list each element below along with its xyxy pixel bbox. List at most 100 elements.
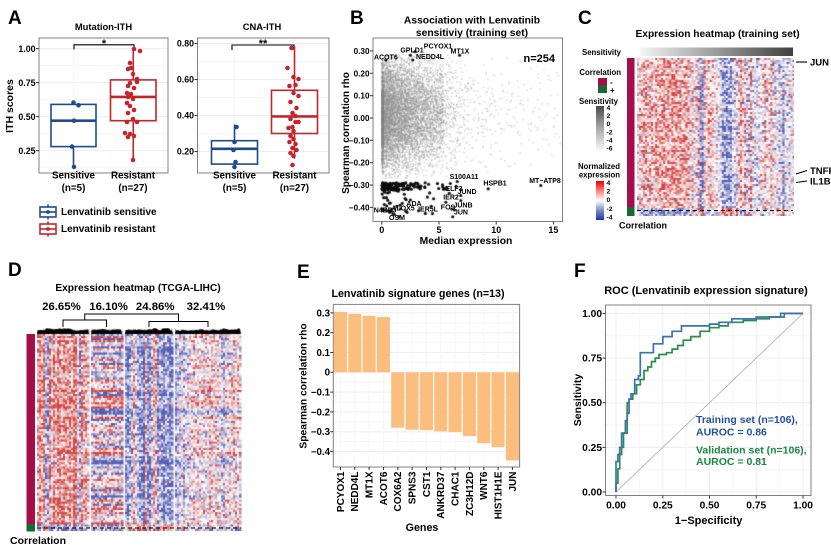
svg-text:Resistant: Resistant <box>272 171 317 182</box>
svg-text:ACOT6: ACOT6 <box>374 55 398 62</box>
svg-text:0.50: 0.50 <box>582 398 602 409</box>
svg-text:-2: -2 <box>607 206 613 213</box>
svg-text:0.25: 0.25 <box>18 146 35 156</box>
svg-text:CNA-ITH: CNA-ITH <box>243 21 282 32</box>
svg-text:−0.40: −0.40 <box>349 203 370 212</box>
svg-text:(n=27): (n=27) <box>118 183 147 194</box>
svg-text:Expression heatmap (TCGA-LIHC): Expression heatmap (TCGA-LIHC) <box>55 283 220 294</box>
svg-text:PCYOX1: PCYOX1 <box>336 471 347 512</box>
svg-text:-: - <box>610 78 613 87</box>
svg-text:Lenvatinib signature genes (n=: Lenvatinib signature genes (n=13) <box>331 288 505 300</box>
svg-text:0.25: 0.25 <box>582 443 602 454</box>
svg-text:JUND: JUND <box>457 189 476 196</box>
svg-text:4: 4 <box>607 180 611 187</box>
svg-text:JUN: JUN <box>508 472 519 492</box>
svg-text:NEDD4L: NEDD4L <box>416 54 445 61</box>
svg-text:JUN: JUN <box>454 210 468 217</box>
svg-text:15: 15 <box>548 225 558 235</box>
svg-text:0.50: 0.50 <box>18 112 35 122</box>
svg-text:−0.3: −0.3 <box>311 427 331 438</box>
svg-text:ELF3: ELF3 <box>445 186 462 193</box>
svg-text:5: 5 <box>436 225 441 235</box>
svg-text:−0.30: −0.30 <box>349 181 370 190</box>
svg-text:AUROC = 0.81: AUROC = 0.81 <box>696 456 767 468</box>
svg-text:D: D <box>8 260 22 281</box>
svg-text:*: * <box>102 38 107 50</box>
svg-text:24.86%: 24.86% <box>136 301 175 313</box>
svg-text:-4: -4 <box>607 214 613 221</box>
svg-text:A: A <box>8 8 22 29</box>
svg-text:26.65%: 26.65% <box>42 301 81 313</box>
svg-text:IER5L: IER5L <box>418 207 439 214</box>
svg-text:0.75: 0.75 <box>582 354 602 365</box>
svg-text:0.75: 0.75 <box>18 78 35 88</box>
svg-text:0.80: 0.80 <box>177 39 194 49</box>
svg-text:E: E <box>297 262 310 283</box>
svg-text:0.00: 0.00 <box>354 114 370 123</box>
svg-text:(n=5): (n=5) <box>223 183 247 194</box>
svg-text:ANKRD37: ANKRD37 <box>436 471 447 519</box>
svg-text:0: 0 <box>607 121 611 128</box>
svg-text:Expression heatmap (training s: Expression heatmap (training set) <box>636 29 800 40</box>
svg-text:Spearman correlation rho: Spearman correlation rho <box>341 72 352 194</box>
svg-text:CHAC1: CHAC1 <box>451 471 462 506</box>
svg-text:SPNS3: SPNS3 <box>408 471 419 504</box>
svg-text:Spearman correlation rho: Spearman correlation rho <box>299 323 310 448</box>
svg-text:−0.20: −0.20 <box>349 159 370 168</box>
svg-text:Training set (n=106),: Training set (n=106), <box>696 414 798 426</box>
svg-text:MT1X: MT1X <box>365 471 376 498</box>
svg-text:IER2: IER2 <box>443 195 459 202</box>
svg-text:MT−ATP8: MT−ATP8 <box>529 178 561 185</box>
svg-text:AUROC = 0.86: AUROC = 0.86 <box>696 426 767 438</box>
svg-text:1.00: 1.00 <box>582 309 602 320</box>
svg-text:S100A11: S100A11 <box>450 174 479 181</box>
svg-text:16.10%: 16.10% <box>89 301 128 313</box>
svg-text:0.20: 0.20 <box>354 69 370 78</box>
svg-text:JUNB: JUNB <box>453 203 472 210</box>
svg-text:Correlation: Correlation <box>10 535 66 547</box>
svg-text:F: F <box>574 261 586 282</box>
svg-text:Sensitivity: Sensitivity <box>579 97 619 106</box>
svg-text:(n=27): (n=27) <box>280 183 309 194</box>
svg-text:−0.2: −0.2 <box>311 407 330 418</box>
svg-text:TNFR: TNFR <box>810 166 831 177</box>
svg-text:CST1: CST1 <box>422 471 433 497</box>
svg-text:0.1: 0.1 <box>317 348 331 359</box>
svg-text:Mutation-ITH: Mutation-ITH <box>75 21 133 32</box>
svg-text:2: 2 <box>607 113 611 120</box>
svg-text:Lenvatinib sensitive: Lenvatinib sensitive <box>61 207 157 218</box>
svg-text:0: 0 <box>325 368 330 379</box>
svg-text:1.00: 1.00 <box>793 501 813 512</box>
svg-text:n=254: n=254 <box>524 53 556 65</box>
svg-text:Correlation: Correlation <box>619 221 667 231</box>
svg-text:0.60: 0.60 <box>177 75 194 85</box>
svg-text:ZC3H12D: ZC3H12D <box>465 472 476 516</box>
svg-text:10: 10 <box>491 225 501 235</box>
svg-text:Lenvatinib resistant: Lenvatinib resistant <box>61 224 156 235</box>
svg-text:**: ** <box>259 38 268 50</box>
svg-text:32.41%: 32.41% <box>187 301 226 313</box>
svg-text:0.00: 0.00 <box>606 501 626 512</box>
svg-text:sensitiviy (training set): sensitiviy (training set) <box>416 28 528 39</box>
svg-text:(n=5): (n=5) <box>62 183 86 194</box>
svg-text:0.00: 0.00 <box>582 488 602 499</box>
svg-text:ADA: ADA <box>406 201 421 208</box>
svg-text:-6: -6 <box>607 146 613 153</box>
svg-text:2: 2 <box>607 189 611 196</box>
svg-text:Median expression: Median expression <box>420 236 513 247</box>
svg-text:Validation set (n=106),: Validation set (n=106), <box>696 445 807 457</box>
svg-text:ALOX5: ALOX5 <box>391 206 414 213</box>
svg-text:PCYOX1: PCYOX1 <box>424 44 453 51</box>
svg-text:0.75: 0.75 <box>746 501 766 512</box>
svg-text:0.40: 0.40 <box>177 111 194 121</box>
svg-text:Sensitive: Sensitive <box>52 171 96 182</box>
svg-text:0.2: 0.2 <box>317 328 330 339</box>
svg-text:N4BP3: N4BP3 <box>374 208 397 215</box>
svg-text:OSM: OSM <box>389 215 405 222</box>
svg-text:−0.4: −0.4 <box>311 447 331 458</box>
svg-text:NEDD4L: NEDD4L <box>350 472 361 512</box>
svg-text:FOS: FOS <box>441 205 456 212</box>
svg-text:C: C <box>578 8 592 29</box>
svg-text:ITH scores: ITH scores <box>4 79 16 133</box>
svg-text:0: 0 <box>379 225 384 235</box>
